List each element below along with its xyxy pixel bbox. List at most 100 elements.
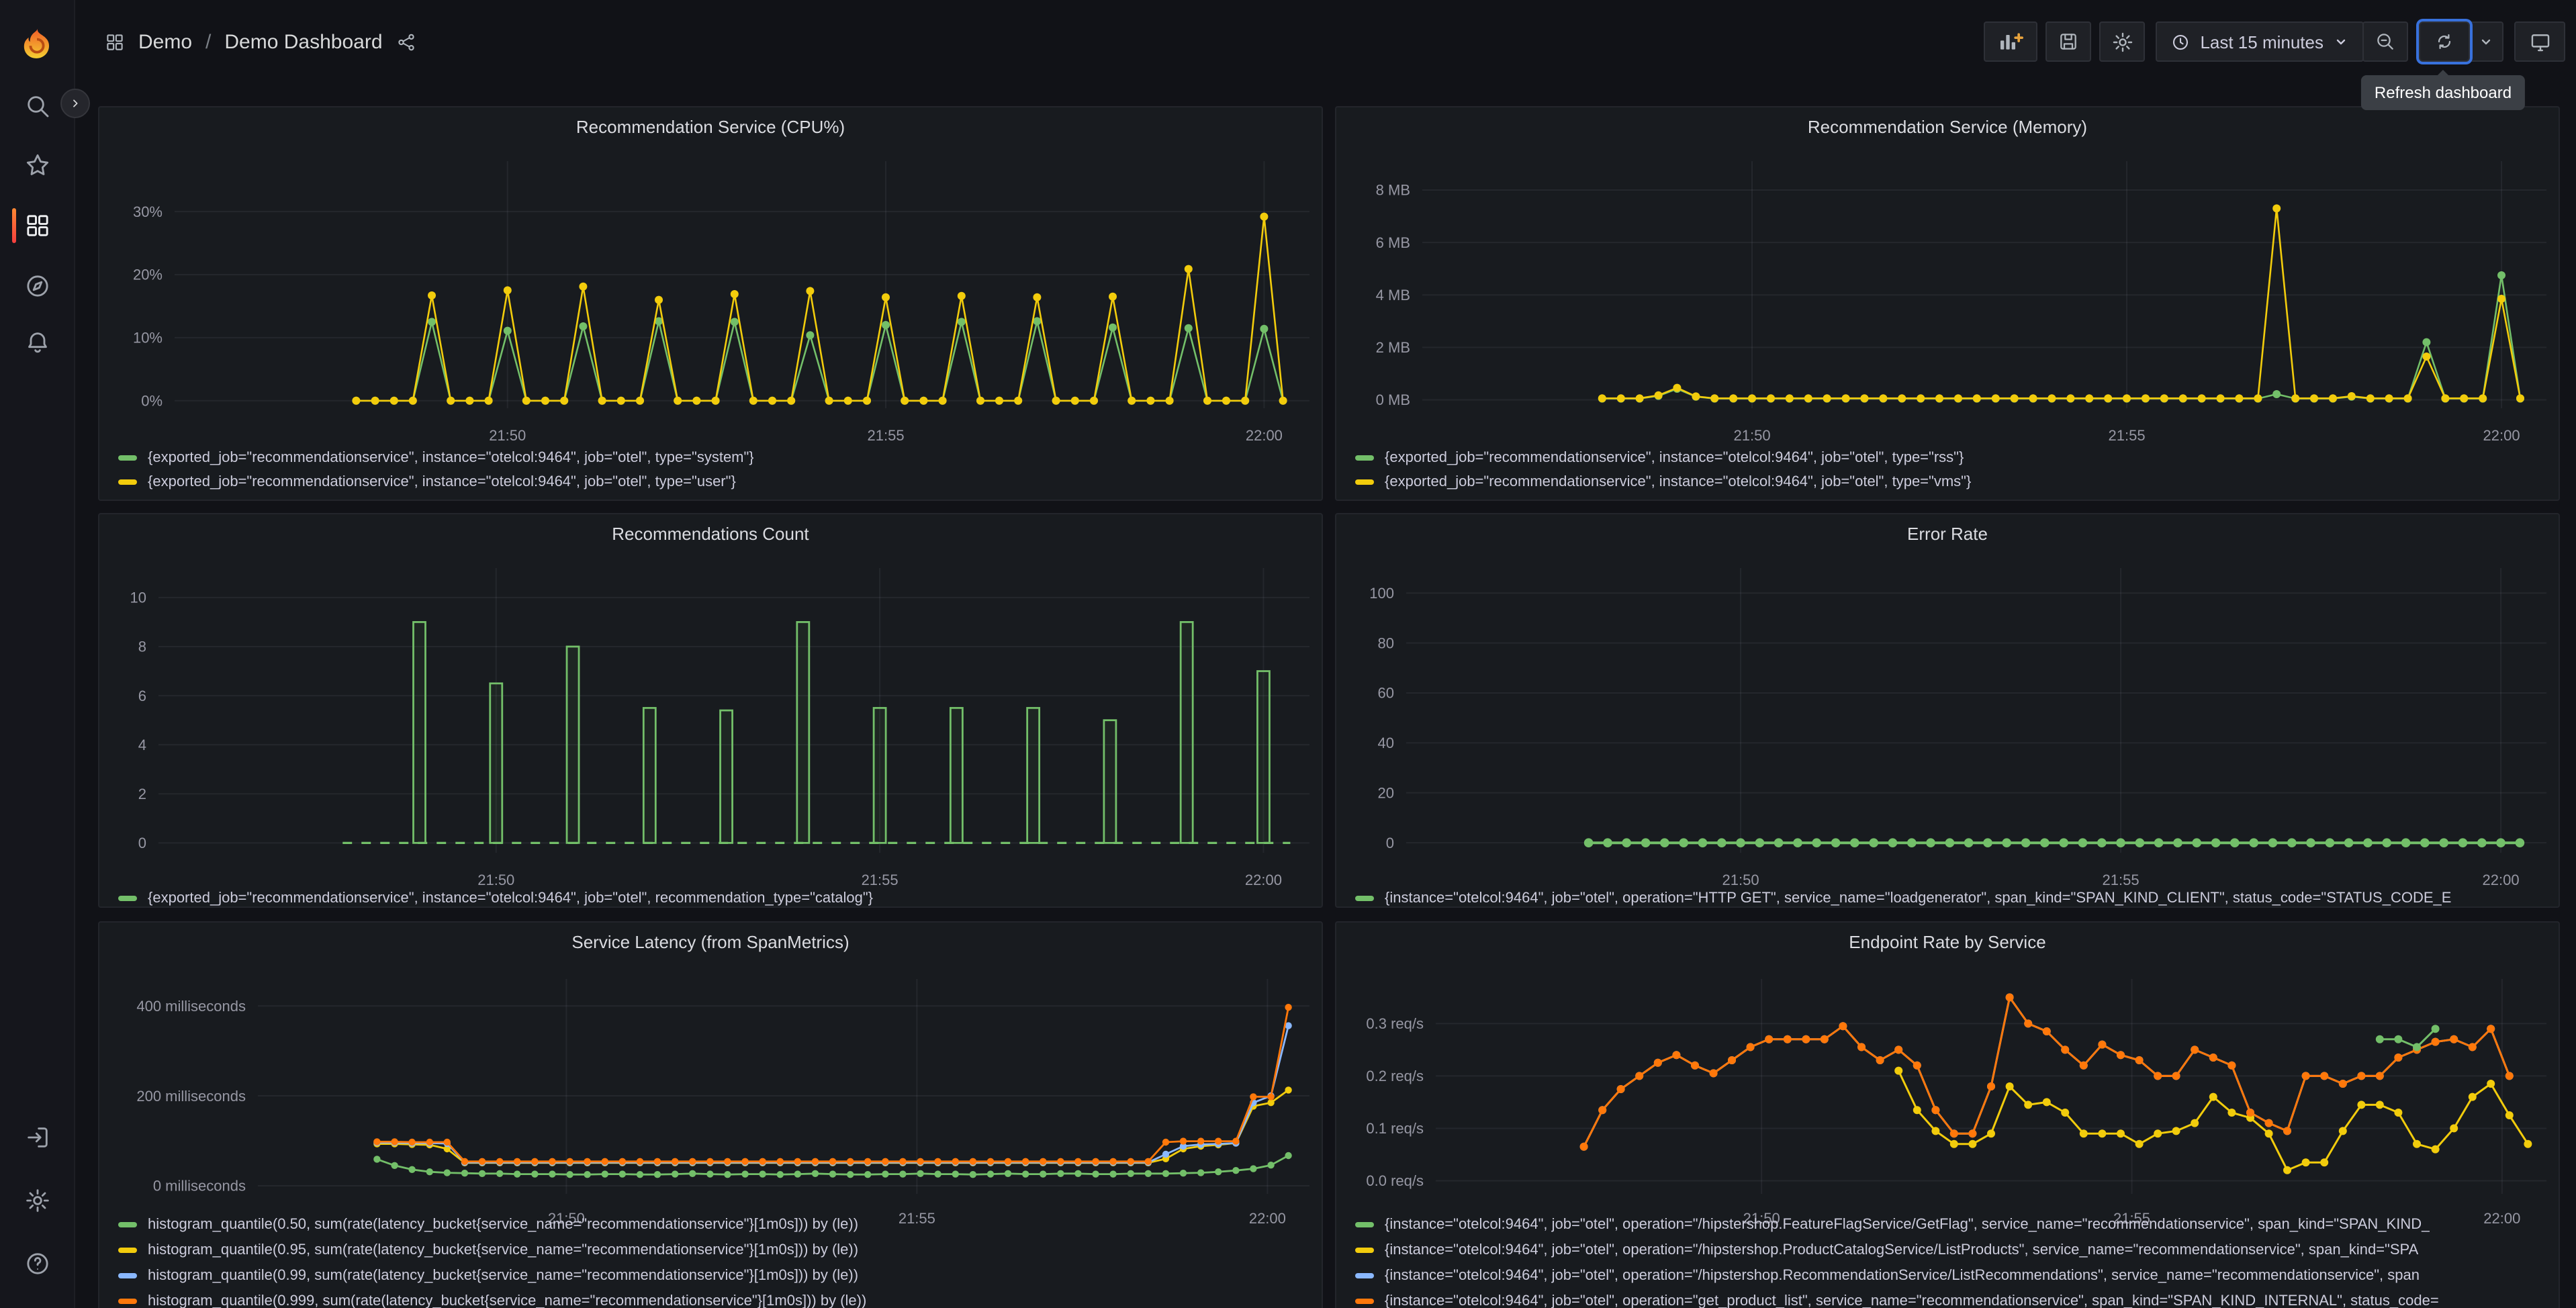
y-axis-tick-label: 0 <box>1386 835 1394 851</box>
add-panel-button[interactable] <box>1984 21 2038 62</box>
legend-item[interactable]: {instance="otelcol:9464", job="otel", op… <box>1355 1237 2548 1262</box>
data-point <box>1250 1093 1257 1101</box>
sidebar-expand-button[interactable] <box>60 89 90 118</box>
dashboard-settings-button[interactable] <box>2099 21 2146 62</box>
legend-item[interactable]: histogram_quantile(0.95, sum(rate(latenc… <box>118 1237 1311 1262</box>
data-point <box>759 1158 766 1165</box>
sidebar-item-starred[interactable] <box>0 141 74 189</box>
data-point <box>2283 1166 2291 1174</box>
y-axis-tick-label: 8 MB <box>1376 182 1410 199</box>
refresh-button[interactable] <box>2419 21 2470 62</box>
data-point <box>2468 1043 2477 1052</box>
sidebar-item-alerting[interactable] <box>0 318 74 367</box>
series-line-user <box>356 216 1284 402</box>
y-axis-tick-label: 0.3 req/s <box>1366 1015 1424 1032</box>
legend-item[interactable]: {exported_job="recommendationservice", i… <box>118 470 1311 494</box>
dashboards-grid-icon <box>26 215 48 236</box>
data-point <box>730 318 739 326</box>
time-range-picker[interactable]: Last 15 minutes <box>2156 21 2364 62</box>
legend-item[interactable]: {exported_job="recommendationservice", i… <box>1355 446 2548 470</box>
data-point <box>1267 1099 1275 1107</box>
data-point <box>2078 838 2088 847</box>
data-point <box>496 1170 504 1177</box>
legend-item[interactable]: {exported_job="recommendationservice", i… <box>1355 470 2548 494</box>
time-series-plot[interactable]: 21:50 21:55 22:00 0.0 req/s 0.1 req/s 0.2 req… <box>1336 923 2561 1308</box>
data-point <box>2375 1035 2384 1043</box>
data-point <box>1222 396 1230 405</box>
legend-item[interactable]: {instance="otelcol:9464", job="otel", op… <box>1355 886 2548 910</box>
data-point <box>1004 1170 1012 1177</box>
cycle-view-button[interactable] <box>2514 21 2565 62</box>
series-line-p99 <box>377 1025 1289 1164</box>
data-point <box>618 1158 626 1165</box>
sidebar-item-dashboards[interactable] <box>0 201 74 250</box>
time-series-plot[interactable]: 21:50 21:55 22:00 0 MB 2 MB 4 MB 6 MB 8 MB <box>1336 107 2561 502</box>
data-point <box>1641 838 1651 847</box>
bar <box>489 682 504 844</box>
time-series-plot[interactable]: 21:50 21:55 22:00 0 20 40 60 80 100 <box>1336 514 2561 909</box>
data-point <box>503 326 512 335</box>
data-point <box>2154 1129 2162 1138</box>
y-axis-tick-label: 0 milliseconds <box>153 1178 246 1195</box>
legend-item[interactable]: {instance="otelcol:9464", job="otel", op… <box>1355 1288 2548 1308</box>
panel-title[interactable]: Recommendation Service (CPU%) <box>576 117 845 137</box>
bar <box>565 645 580 844</box>
data-point <box>2458 838 2468 847</box>
breadcrumb-section[interactable]: Demo <box>138 30 193 53</box>
zoom-out-button[interactable] <box>2362 21 2408 62</box>
panel-title[interactable]: Error Rate <box>1907 524 1988 544</box>
legend-item[interactable]: histogram_quantile(0.50, sum(rate(latenc… <box>118 1211 1311 1237</box>
data-point <box>1014 396 1023 405</box>
panel-title[interactable]: Recommendation Service (Memory) <box>1807 117 2088 137</box>
bar <box>642 706 657 844</box>
sidebar-item-settings[interactable] <box>0 1176 74 1225</box>
data-point <box>1767 394 1775 403</box>
data-point <box>787 396 796 405</box>
data-point <box>408 1166 416 1173</box>
data-point <box>1876 1056 1884 1064</box>
panel-title[interactable]: Service Latency (from SpanMetrics) <box>571 932 849 952</box>
data-point <box>2264 1119 2273 1127</box>
sidebar-item-help[interactable] <box>0 1240 74 1288</box>
data-point <box>2505 1111 2514 1119</box>
legend-label: {instance="otelcol:9464", job="otel", op… <box>1385 1267 2420 1283</box>
legend-item[interactable]: histogram_quantile(0.999, sum(rate(laten… <box>118 1288 1311 1308</box>
refresh-interval-dropdown[interactable] <box>2469 21 2503 62</box>
data-point <box>2401 838 2411 847</box>
data-point <box>2079 1129 2088 1138</box>
panel-title[interactable]: Recommendations Count <box>612 524 809 544</box>
save-dashboard-button[interactable] <box>2045 21 2092 62</box>
sidebar-item-search[interactable] <box>0 82 74 130</box>
data-point <box>2021 838 2031 847</box>
share-icon[interactable] <box>396 32 416 52</box>
legend-swatch <box>118 1221 137 1227</box>
sidebar-item-sign-in[interactable] <box>0 1113 74 1162</box>
legend-item[interactable]: {exported_job="recommendationservice", i… <box>118 446 1311 470</box>
data-point <box>776 1171 784 1178</box>
legend-swatch <box>1355 1221 1374 1227</box>
data-point <box>2061 1109 2070 1117</box>
data-point <box>1092 1170 1099 1178</box>
legend-swatch <box>1355 1247 1374 1252</box>
data-point <box>636 1171 644 1178</box>
data-point <box>2325 838 2335 847</box>
sign-in-icon <box>27 1127 47 1148</box>
time-series-plot[interactable]: 21:50 21:55 22:00 0% 10% 20% 30% <box>99 107 1324 502</box>
legend-item[interactable]: histogram_quantile(0.99, sum(rate(latenc… <box>118 1262 1311 1288</box>
panel-title[interactable]: Endpoint Rate by Service <box>1849 932 2046 952</box>
data-point <box>1991 394 2000 403</box>
data-point <box>2249 838 2258 847</box>
legend-item[interactable]: {exported_job="recommendationservice", i… <box>118 886 1311 910</box>
grafana-logo[interactable] <box>21 27 52 60</box>
legend-item[interactable]: {instance="otelcol:9464", job="otel", op… <box>1355 1262 2548 1288</box>
time-series-plot[interactable]: 21:50 21:55 22:00 0 2 4 6 8 10 <box>99 514 1324 909</box>
data-point <box>1949 1139 1958 1148</box>
panel-recommendation-service-memory: 21:50 21:55 22:00 0 MB 2 MB 4 MB 6 MB 8 MB Reco… <box>1335 106 2560 501</box>
time-series-plot[interactable]: 21:50 21:55 22:00 0 milliseconds 200 millise… <box>99 923 1324 1308</box>
legend-item[interactable]: {instance="otelcol:9464", job="otel", op… <box>1355 1211 2548 1237</box>
x-axis-tick-label: 21:55 <box>899 1210 935 1227</box>
data-point <box>1907 838 1917 847</box>
sidebar-item-explore[interactable] <box>0 262 74 310</box>
y-axis-tick-label: 0.2 req/s <box>1366 1068 1424 1084</box>
data-point <box>2283 1127 2291 1135</box>
